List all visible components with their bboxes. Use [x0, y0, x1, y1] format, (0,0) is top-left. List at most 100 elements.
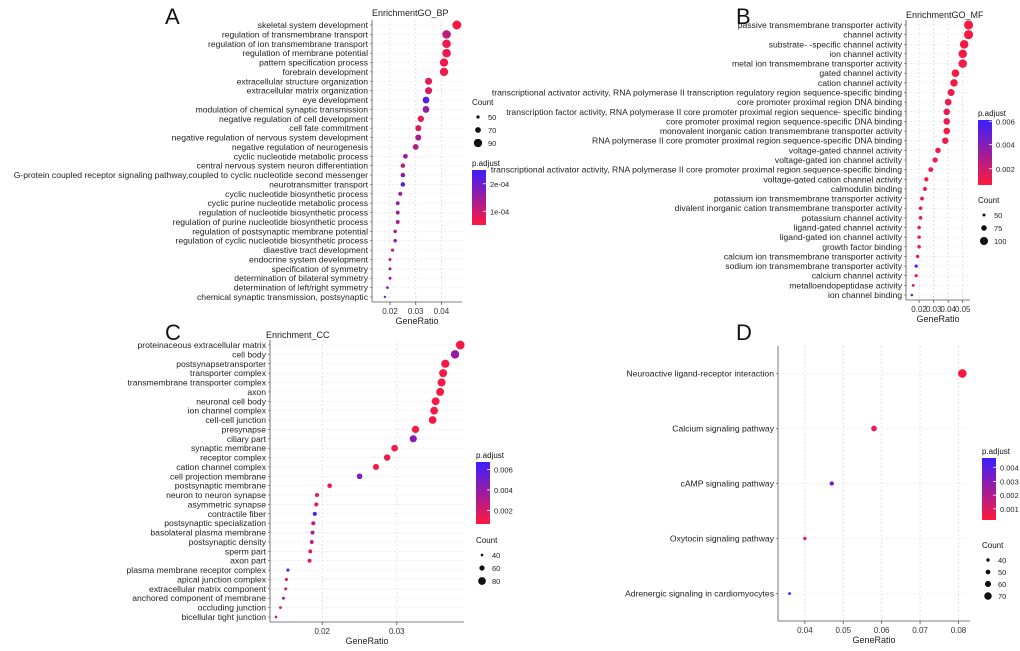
data-point [918, 216, 923, 220]
term-label: basolateral plasma membrane [150, 528, 266, 538]
padj-colorbar [476, 462, 490, 524]
term-label: neuronal cell body [196, 396, 266, 406]
term-label: cAMP signaling pathway [681, 479, 775, 489]
count-legend: Count 50 70 90 [472, 98, 496, 148]
x-tick-label: 0.05 [835, 626, 851, 635]
term-label: substrate- -specific channel activity [769, 39, 903, 49]
term-label: diaestive tract development [263, 245, 368, 255]
term-label: postsynaptic specialization [164, 518, 266, 528]
padj-legend-title: p.adjust [472, 159, 501, 168]
data-point [829, 481, 834, 486]
term-label: pattern specification process [259, 58, 368, 68]
x-tick-label: 0.08 [951, 626, 967, 635]
data-point [309, 540, 314, 544]
data-point [918, 206, 923, 211]
term-label: synaptic membrane [191, 443, 266, 453]
data-point [327, 483, 333, 489]
padj-tick-label: 0.006 [494, 465, 513, 474]
term-label: neurotransmitter transport [269, 179, 368, 189]
data-point [383, 454, 391, 461]
term-label: bicellular tight junction [181, 612, 266, 622]
term-label: apical junction complex [177, 574, 267, 584]
x-tick-label: 0.04 [797, 626, 813, 635]
padj-tick-label: 0.004 [1000, 463, 1019, 472]
count-legend: Count 50 75 100 [978, 196, 1007, 246]
data-point [917, 245, 921, 249]
term-label: gated channel activity [819, 68, 902, 78]
data-point [395, 220, 400, 224]
padj-legend: p.adjust 0.006 0.004 0.002 [476, 451, 513, 524]
term-label: Calcium signaling pathway [672, 424, 774, 434]
count-legend-label: 50 [998, 568, 1006, 577]
count-legend-label: 50 [488, 113, 496, 122]
term-label: endocrine system development [249, 254, 369, 264]
count-legend-dot [473, 138, 483, 148]
x-axis-title: GeneRatio [852, 635, 895, 645]
count-legend-label: 70 [488, 126, 496, 135]
term-label: contractile fiber [208, 509, 266, 519]
data-point [871, 425, 877, 432]
term-label: regulation of postsynaptic membrane pote… [192, 226, 368, 236]
x-tick-label: 0.04 [940, 305, 956, 314]
term-label: regulation of cyclic nucleotide biosynth… [175, 236, 368, 246]
count-legend-label: 70 [998, 592, 1006, 601]
x-axis-title: GeneRatio [395, 316, 438, 326]
count-legend-dot [480, 553, 484, 557]
data-point [431, 397, 440, 406]
term-label: cell body [232, 349, 267, 359]
data-point [314, 492, 320, 498]
term-label: metal ion transmembrane transporter acti… [732, 59, 903, 69]
data-point [314, 502, 319, 507]
term-label: receptor complex [200, 453, 267, 463]
count-legend-dot [476, 115, 480, 119]
term-label: negative regulation of cell development [219, 114, 369, 124]
term-label: cell projection membrane [170, 471, 266, 481]
term-label: determination of left/right symmetry [234, 283, 369, 293]
data-point [391, 444, 398, 452]
data-point [308, 549, 313, 554]
data-point [932, 157, 938, 163]
term-label: monovalent inorganic cation transmembran… [660, 126, 903, 136]
term-label: Adrenergic signaling in cardiomyocytes [625, 589, 774, 599]
data-point [395, 201, 400, 206]
term-label: forebrain development [282, 67, 368, 77]
data-point [412, 144, 419, 150]
padj-tick-label: 0.002 [1000, 491, 1019, 500]
padj-tick-label: 0.001 [1000, 505, 1019, 514]
padj-legend-title: p.adjust [978, 109, 1007, 118]
term-label: cyclic nucleotide biosynthetic process [225, 189, 368, 199]
term-label: presynapse [222, 424, 267, 434]
term-label: ligand-gated channel activity [794, 223, 903, 233]
data-point [400, 182, 406, 187]
count-legend-label: 40 [492, 551, 500, 560]
term-label: transcriptional activator activity, RNA … [491, 165, 902, 175]
term-label: sperm part [225, 546, 267, 556]
term-label: occluding junction [198, 603, 267, 613]
term-label: ligand-gated ion channel activity [780, 232, 903, 242]
term-label: transcriptional activator activity, RNA … [492, 88, 902, 98]
term-label: anchored component of membrane [132, 593, 266, 603]
term-label: transporter complex [190, 368, 267, 378]
panel-title: EnrichmentGO_BP [372, 8, 449, 18]
term-label: G-protein coupled receptor signaling pat… [14, 170, 368, 180]
x-tick-label: 0.02 [911, 305, 927, 314]
panel-letter: C [165, 320, 181, 345]
count-legend-dot [986, 558, 990, 562]
term-label: core promoter proximal region DNA bindin… [737, 97, 902, 107]
data-point [356, 473, 363, 480]
term-label: regulation of ion transmembrane transpor… [208, 39, 369, 49]
count-legend-dot [984, 592, 992, 600]
data-point [436, 387, 445, 396]
term-label: ion channel complex [188, 406, 267, 416]
panel-b: B EnrichmentGO_MF 0.020.030.040.05GeneRati… [491, 4, 1015, 324]
x-tick-label: 0.03 [408, 307, 424, 316]
term-label: growth factor binding [822, 242, 902, 252]
term-label: cation channel complex [176, 462, 267, 472]
data-point [400, 163, 406, 168]
term-label: regulation of transmembrane transport [222, 29, 369, 39]
term-label: central nervous system neuron differenti… [197, 161, 369, 171]
term-label: plasma membrane receptor complex [127, 565, 267, 575]
term-label: voltage-gated channel activity [789, 145, 903, 155]
